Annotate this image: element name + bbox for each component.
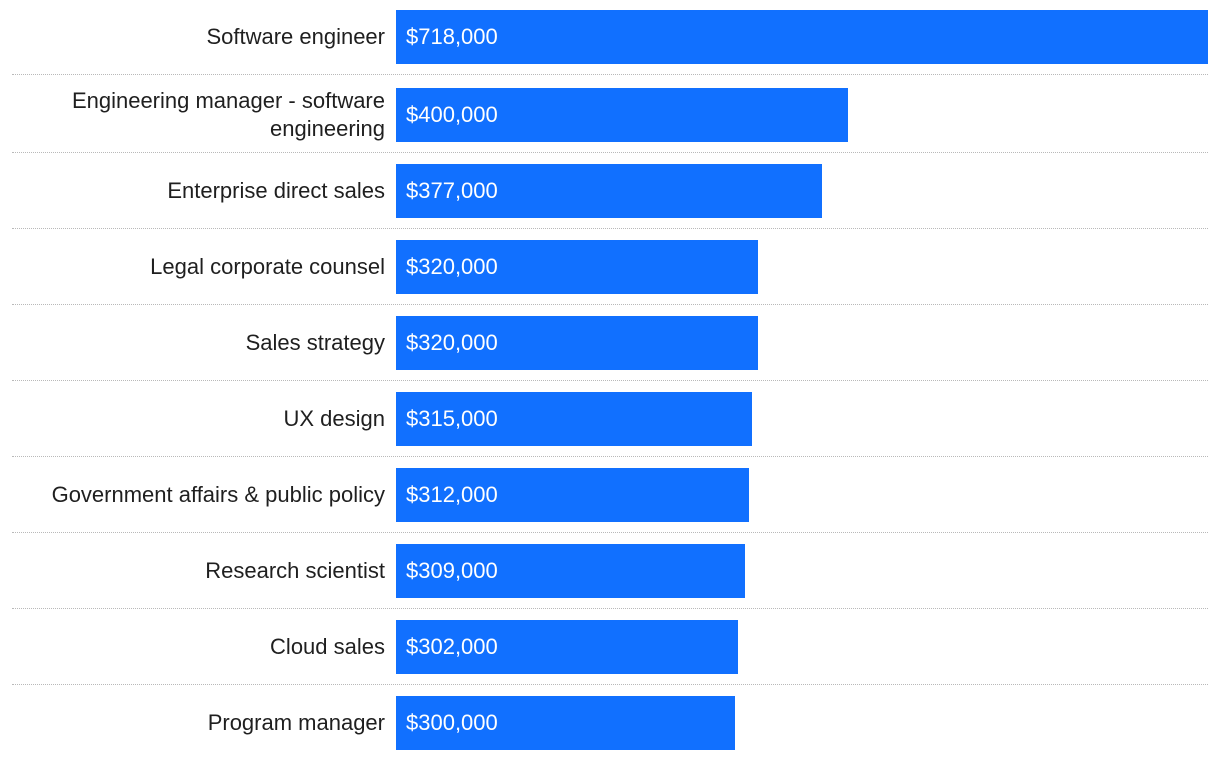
category-label: Cloud sales bbox=[270, 634, 385, 659]
row-separator bbox=[12, 608, 1208, 609]
bar: $718,000 bbox=[396, 10, 1208, 64]
bar-value-label: $718,000 bbox=[406, 24, 498, 49]
chart-row: Government affairs & public policy $312,0… bbox=[12, 468, 1208, 522]
chart-row: Legal corporate counsel $320,000 bbox=[12, 240, 1208, 294]
chart-row: Research scientist $309,000 bbox=[12, 544, 1208, 598]
bar: $400,000 bbox=[396, 88, 848, 142]
bar: $309,000 bbox=[396, 544, 745, 598]
row-separator bbox=[12, 456, 1208, 457]
bar-value-label: $309,000 bbox=[406, 558, 498, 583]
bar-value-label: $400,000 bbox=[406, 102, 498, 127]
bar-value-label: $300,000 bbox=[406, 710, 498, 735]
bar-value-label: $302,000 bbox=[406, 634, 498, 659]
chart-row: UX design $315,000 bbox=[12, 392, 1208, 446]
bar-value-label: $312,000 bbox=[406, 482, 498, 507]
category-label: Software engineer bbox=[206, 24, 385, 49]
bar-value-label: $320,000 bbox=[406, 330, 498, 355]
chart-row: Enterprise direct sales $377,000 bbox=[12, 164, 1208, 218]
bar-value-label: $315,000 bbox=[406, 406, 498, 431]
bar: $377,000 bbox=[396, 164, 822, 218]
category-label: Engineering manager - software engineeri… bbox=[71, 88, 385, 141]
bar: $320,000 bbox=[396, 316, 758, 370]
chart-row: Cloud sales $302,000 bbox=[12, 620, 1208, 674]
row-separator bbox=[12, 380, 1208, 381]
row-separator bbox=[12, 532, 1208, 533]
row-separator bbox=[12, 304, 1208, 305]
row-separator bbox=[12, 152, 1208, 153]
category-label: Program manager bbox=[207, 710, 385, 735]
row-separator bbox=[12, 684, 1208, 685]
chart-row: Program manager $300,000 bbox=[12, 696, 1208, 750]
category-label: Legal corporate counsel bbox=[150, 254, 385, 279]
bar: $315,000 bbox=[396, 392, 752, 446]
row-separator bbox=[12, 74, 1208, 75]
chart-row: Sales strategy $320,000 bbox=[12, 316, 1208, 370]
chart-row: Software engineer $718,000 bbox=[12, 10, 1208, 64]
category-label: Research scientist bbox=[205, 558, 385, 583]
bar: $302,000 bbox=[396, 620, 738, 674]
category-label: Government affairs & public policy bbox=[51, 482, 385, 507]
bar: $300,000 bbox=[396, 696, 735, 750]
category-label: Sales strategy bbox=[245, 330, 385, 355]
category-label: UX design bbox=[283, 406, 385, 431]
row-separator bbox=[12, 228, 1208, 229]
category-label: Enterprise direct sales bbox=[167, 178, 385, 203]
bar-value-label: $320,000 bbox=[406, 254, 498, 279]
bar-value-label: $377,000 bbox=[406, 178, 498, 203]
chart-row: Engineering manager - software engineeri… bbox=[12, 88, 1208, 142]
bar: $312,000 bbox=[396, 468, 749, 522]
bar: $320,000 bbox=[396, 240, 758, 294]
